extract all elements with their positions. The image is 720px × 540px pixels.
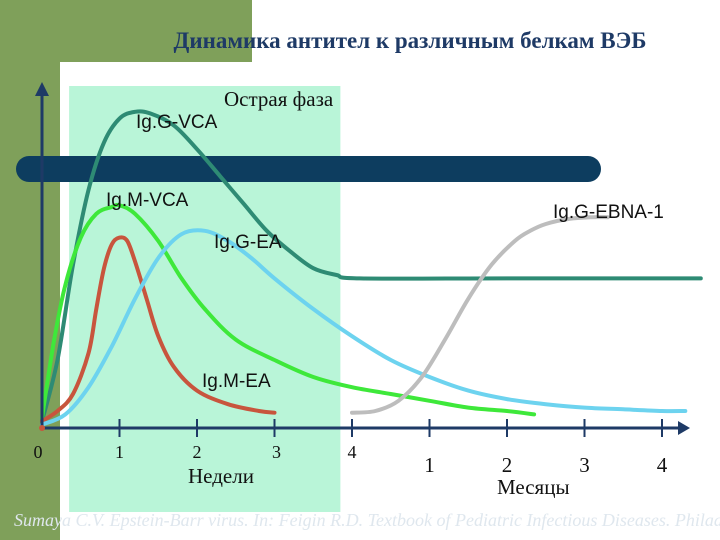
top-right-sidebar-corner xyxy=(0,0,252,62)
phase-bar xyxy=(16,156,601,182)
series-line-ig-g-vca xyxy=(40,109,703,424)
x-tick-label: 2 xyxy=(502,453,513,477)
x-label-months: Месяцы xyxy=(497,475,570,499)
origin-point xyxy=(39,425,45,431)
series-label-igg-ebna1: Ig.G-EBNA-1 xyxy=(553,202,664,223)
x-label-weeks: Недели xyxy=(188,464,254,488)
x-tick-label: 3 xyxy=(272,442,281,462)
x-tick-label: 1 xyxy=(424,453,435,477)
left-sidebar-strip xyxy=(0,0,60,540)
series-label-igm-vca: Ig.M-VCA xyxy=(106,190,189,211)
x-tick-label: 3 xyxy=(579,453,590,477)
series-label-igg-vca: Ig.G-VCA xyxy=(136,112,218,133)
footnote: Sumaya C.V. Epstein-Barr virus. In: Feig… xyxy=(14,510,720,530)
x-tick-label: 4 xyxy=(348,442,357,462)
axes: 0 1 2 3 4 1 2 3 4 xyxy=(34,82,690,477)
series-line-ig-g-ebna-1 xyxy=(350,215,610,415)
x-tick-label: 4 xyxy=(657,453,668,477)
series-label-igg-ea: Ig.G-EA xyxy=(214,232,282,253)
x-tick-label: 0 xyxy=(34,442,43,462)
series-line-ig-g-ea xyxy=(40,228,688,427)
x-tick-label: 2 xyxy=(193,442,202,462)
x-axis-arrow xyxy=(678,421,690,435)
x-tick-label: 1 xyxy=(115,442,124,462)
acute-phase-label: Острая фаза xyxy=(224,87,334,111)
y-axis-arrow xyxy=(35,82,49,96)
series-line-ig-m-vca xyxy=(40,202,537,420)
series-layer xyxy=(40,109,703,427)
series-label-igm-ea: Ig.M-EA xyxy=(202,371,271,392)
series-line-ig-m-ea xyxy=(40,235,277,424)
slide-title: Динамика антител к различным белкам ВЭБ xyxy=(174,28,647,53)
